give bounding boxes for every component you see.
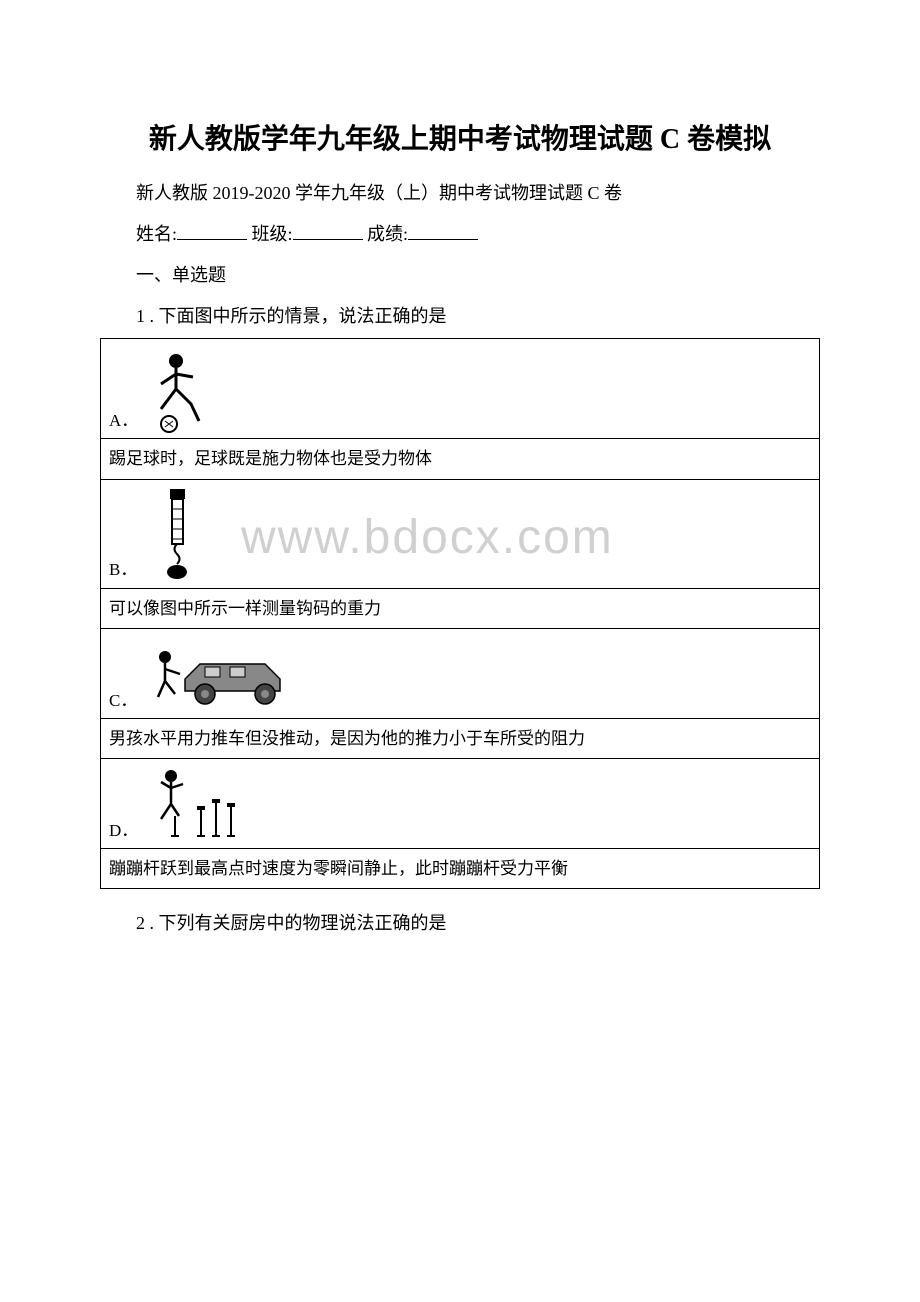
option-c-image <box>150 639 300 714</box>
subtitle: 新人教版 2019-2020 学年九年级（上）期中考试物理试题 C 卷 <box>100 179 820 208</box>
option-d-image <box>151 764 251 844</box>
question-2: 2 . 下列有关厨房中的物理说法正确的是 <box>100 909 820 938</box>
option-b-cell: B． www.bdocx.com <box>101 479 820 588</box>
option-a-cell: A． <box>101 339 820 439</box>
page-title: 新人教版学年九年级上期中考试物理试题 C 卷模拟 <box>100 120 820 159</box>
option-b-desc: 可以像图中所示一样测量钩码的重力 <box>101 588 820 628</box>
student-info-line: 姓名: 班级: 成绩: <box>100 220 820 249</box>
option-c-desc: 男孩水平用力推车但没推动，是因为他的推力小于车所受的阻力 <box>101 718 820 758</box>
option-d-label: D． <box>109 817 138 844</box>
name-blank <box>177 222 247 240</box>
name-label: 姓名: <box>136 224 177 244</box>
option-b-image <box>150 484 205 584</box>
question-1: 1 . 下面图中所示的情景，说法正确的是 <box>100 302 820 331</box>
option-b-label: B． <box>109 556 137 583</box>
watermark: www.bdocx.com <box>241 500 614 577</box>
option-c-label: C． <box>109 687 137 714</box>
section-header: 一、单选题 <box>100 261 820 290</box>
class-label: 班级: <box>252 224 293 244</box>
option-a-image <box>151 349 211 434</box>
score-label: 成绩: <box>367 224 408 244</box>
option-c-cell: C． <box>101 628 820 718</box>
option-a-label: A． <box>109 407 138 434</box>
options-table: A． 踢足球时，足球既是施力物体也是受力物体 B． <box>100 338 820 889</box>
option-a-desc: 踢足球时，足球既是施力物体也是受力物体 <box>101 439 820 479</box>
score-blank <box>408 222 478 240</box>
option-d-cell: D． <box>101 758 820 848</box>
class-blank <box>293 222 363 240</box>
option-d-desc: 蹦蹦杆跃到最高点时速度为零瞬间静止，此时蹦蹦杆受力平衡 <box>101 848 820 888</box>
